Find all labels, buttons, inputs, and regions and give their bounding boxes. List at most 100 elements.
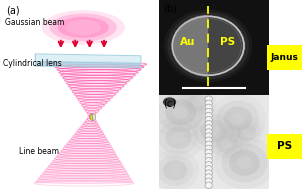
Ellipse shape bbox=[205, 108, 212, 115]
Ellipse shape bbox=[172, 16, 244, 75]
Ellipse shape bbox=[152, 115, 205, 160]
Ellipse shape bbox=[237, 124, 257, 141]
Ellipse shape bbox=[207, 135, 209, 136]
Ellipse shape bbox=[157, 155, 193, 186]
Ellipse shape bbox=[163, 97, 176, 107]
Ellipse shape bbox=[173, 106, 188, 119]
Wedge shape bbox=[172, 15, 208, 77]
Ellipse shape bbox=[207, 180, 209, 181]
Ellipse shape bbox=[205, 162, 212, 168]
Ellipse shape bbox=[205, 170, 212, 176]
Ellipse shape bbox=[205, 133, 212, 139]
Ellipse shape bbox=[150, 86, 211, 139]
Ellipse shape bbox=[205, 112, 212, 119]
Ellipse shape bbox=[50, 14, 117, 41]
Ellipse shape bbox=[207, 125, 220, 137]
Ellipse shape bbox=[165, 99, 196, 125]
Ellipse shape bbox=[205, 166, 212, 172]
Ellipse shape bbox=[201, 120, 227, 142]
Ellipse shape bbox=[207, 168, 209, 169]
Ellipse shape bbox=[216, 135, 238, 153]
Text: Janus: Janus bbox=[271, 53, 299, 62]
Ellipse shape bbox=[210, 130, 243, 158]
Ellipse shape bbox=[58, 17, 109, 38]
Text: Line beam: Line beam bbox=[19, 147, 59, 156]
Ellipse shape bbox=[221, 143, 268, 182]
Ellipse shape bbox=[205, 125, 212, 131]
Ellipse shape bbox=[209, 94, 267, 143]
Text: Au: Au bbox=[179, 37, 195, 47]
Ellipse shape bbox=[207, 184, 209, 186]
Ellipse shape bbox=[167, 12, 249, 79]
Ellipse shape bbox=[205, 100, 212, 107]
Ellipse shape bbox=[207, 98, 209, 99]
Ellipse shape bbox=[151, 150, 199, 189]
Ellipse shape bbox=[157, 93, 204, 132]
Ellipse shape bbox=[75, 24, 91, 31]
Text: Cylindrical lens: Cylindrical lens bbox=[3, 59, 62, 68]
Ellipse shape bbox=[205, 157, 212, 164]
Ellipse shape bbox=[192, 99, 202, 107]
Ellipse shape bbox=[227, 116, 267, 150]
Ellipse shape bbox=[214, 137, 275, 189]
Ellipse shape bbox=[221, 139, 233, 149]
Text: (c): (c) bbox=[163, 98, 176, 108]
Ellipse shape bbox=[207, 163, 209, 165]
Ellipse shape bbox=[205, 137, 212, 143]
Ellipse shape bbox=[164, 10, 252, 82]
Ellipse shape bbox=[67, 21, 99, 34]
Ellipse shape bbox=[163, 160, 187, 180]
Ellipse shape bbox=[242, 129, 252, 137]
Ellipse shape bbox=[169, 165, 181, 175]
Ellipse shape bbox=[205, 96, 212, 102]
Ellipse shape bbox=[177, 86, 217, 120]
Ellipse shape bbox=[207, 143, 209, 145]
Ellipse shape bbox=[205, 116, 212, 123]
Ellipse shape bbox=[205, 174, 212, 180]
Ellipse shape bbox=[207, 127, 209, 128]
Ellipse shape bbox=[207, 114, 209, 116]
Ellipse shape bbox=[187, 94, 207, 111]
Text: (b): (b) bbox=[163, 4, 177, 14]
Polygon shape bbox=[35, 54, 141, 63]
Text: PS: PS bbox=[277, 142, 292, 151]
Ellipse shape bbox=[207, 147, 209, 149]
Ellipse shape bbox=[205, 182, 212, 188]
Ellipse shape bbox=[223, 107, 252, 131]
Ellipse shape bbox=[207, 139, 209, 140]
Ellipse shape bbox=[205, 125, 249, 163]
Ellipse shape bbox=[217, 101, 259, 137]
Ellipse shape bbox=[207, 122, 209, 124]
Text: PS: PS bbox=[220, 37, 236, 47]
Ellipse shape bbox=[229, 150, 260, 176]
Ellipse shape bbox=[231, 113, 245, 125]
Ellipse shape bbox=[207, 172, 209, 173]
Ellipse shape bbox=[205, 121, 212, 127]
Ellipse shape bbox=[187, 108, 240, 153]
Ellipse shape bbox=[182, 90, 212, 115]
Ellipse shape bbox=[232, 120, 262, 146]
Wedge shape bbox=[90, 114, 93, 121]
Ellipse shape bbox=[207, 106, 209, 108]
Ellipse shape bbox=[207, 110, 209, 112]
Ellipse shape bbox=[205, 104, 212, 111]
Ellipse shape bbox=[237, 156, 252, 169]
Ellipse shape bbox=[207, 160, 209, 161]
Ellipse shape bbox=[207, 131, 209, 132]
Polygon shape bbox=[34, 116, 134, 183]
Polygon shape bbox=[35, 61, 141, 68]
Ellipse shape bbox=[172, 132, 185, 143]
Wedge shape bbox=[93, 114, 96, 121]
Ellipse shape bbox=[66, 20, 101, 35]
Ellipse shape bbox=[159, 121, 198, 154]
Ellipse shape bbox=[205, 178, 212, 184]
Text: (a): (a) bbox=[6, 6, 20, 16]
Ellipse shape bbox=[207, 151, 209, 153]
Ellipse shape bbox=[93, 116, 94, 117]
Ellipse shape bbox=[207, 155, 209, 157]
Ellipse shape bbox=[205, 129, 212, 135]
Polygon shape bbox=[53, 64, 146, 116]
Ellipse shape bbox=[194, 114, 233, 148]
Ellipse shape bbox=[207, 176, 209, 177]
Ellipse shape bbox=[171, 15, 246, 77]
